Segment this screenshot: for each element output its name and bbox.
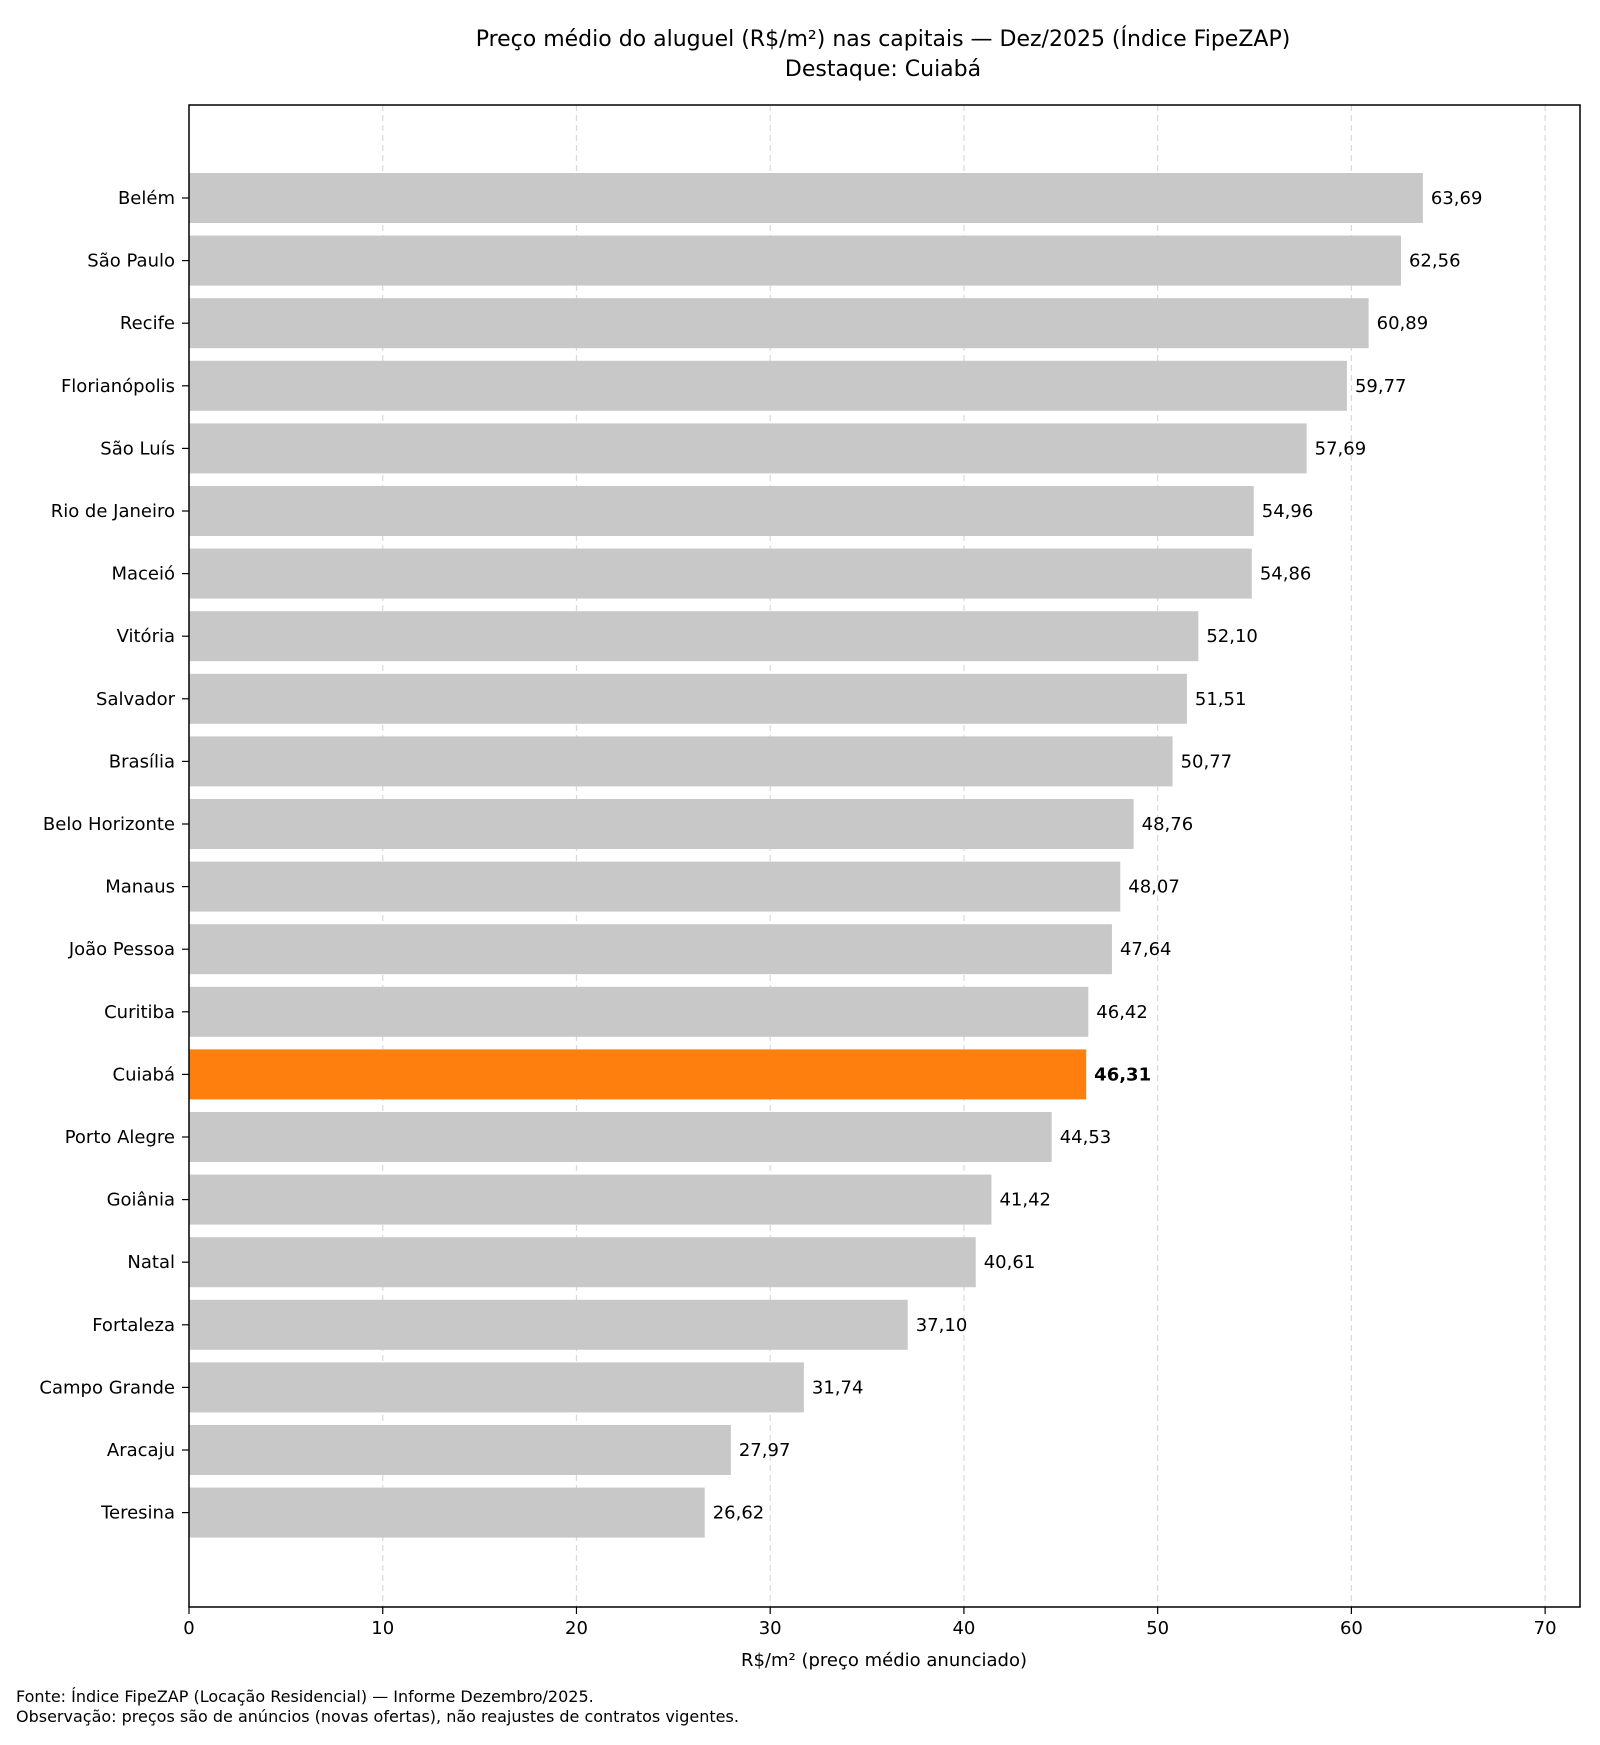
bar: [189, 1425, 731, 1475]
x-tick-label: 30: [759, 1618, 782, 1639]
y-tick-label: Rio de Janeiro: [51, 501, 175, 522]
bar: [189, 1487, 705, 1538]
value-label: 31,74: [812, 1377, 864, 1398]
value-label: 47,64: [1120, 939, 1172, 960]
bar: [189, 924, 1112, 975]
chart-title: Preço médio do aluguel (R$/m²) nas capit…: [476, 26, 1291, 52]
chart-subtitle: Destaque: Cuiabá: [785, 57, 981, 82]
x-axis-label: R$/m² (preço médio anunciado): [741, 1650, 1027, 1671]
value-label: 41,42: [999, 1190, 1051, 1211]
value-label: 57,69: [1315, 438, 1367, 459]
plot-frame: [188, 104, 1581, 1608]
bar: [189, 1112, 1052, 1162]
value-label: 52,10: [1206, 626, 1258, 647]
x-tick-label: 20: [565, 1618, 588, 1639]
bar: [189, 1237, 976, 1288]
value-label: 44,53: [1060, 1127, 1112, 1148]
x-tick-label: 10: [371, 1618, 394, 1639]
value-label: 63,69: [1431, 188, 1483, 209]
y-tick-label: São Paulo: [87, 251, 175, 272]
bar: [189, 1362, 804, 1413]
y-tick-label: Teresina: [100, 1503, 175, 1524]
value-label: 51,51: [1195, 689, 1247, 710]
bar: [189, 673, 1187, 724]
bar: [189, 736, 1173, 787]
y-tick-label: Manaus: [105, 877, 175, 898]
y-tick-label: Campo Grande: [39, 1377, 175, 1398]
y-tick-label: João Pessoa: [68, 939, 175, 960]
bar: [189, 799, 1134, 849]
y-tick-label: Belém: [118, 188, 175, 209]
y-tick-label: Fortaleza: [92, 1315, 175, 1336]
bars: [189, 173, 1423, 1538]
bar: [189, 360, 1347, 411]
value-label: 27,97: [739, 1440, 791, 1461]
x-tick-label: 60: [1340, 1618, 1363, 1639]
value-label: 54,96: [1262, 501, 1314, 522]
value-label: 50,77: [1181, 751, 1233, 772]
y-tick-label: Belo Horizonte: [43, 814, 175, 835]
value-label: 54,86: [1260, 564, 1312, 585]
source-note: Fonte: Índice FipeZAP (Locação Residenci…: [16, 1687, 594, 1706]
y-tick-label: Vitória: [117, 626, 175, 647]
y-tick-label: Cuiabá: [113, 1064, 175, 1085]
bar: [189, 1299, 908, 1350]
bar: [189, 298, 1369, 349]
x-axis-ticks: 0 10 20 30 40 50 60 70: [183, 1607, 1557, 1639]
x-tick-label: 0: [183, 1618, 194, 1639]
bar: [189, 548, 1252, 599]
y-tick-label: Porto Alegre: [65, 1127, 175, 1148]
y-tick-label: Salvador: [96, 689, 176, 710]
value-label: 40,61: [984, 1252, 1036, 1273]
y-tick-label: Goiânia: [107, 1190, 175, 1211]
bar: [189, 235, 1401, 286]
y-tick-label: Curitiba: [104, 1002, 175, 1023]
value-label: 48,76: [1142, 814, 1194, 835]
bar: [189, 986, 1089, 1037]
bar: [189, 611, 1199, 662]
y-tick-label: São Luís: [100, 438, 175, 459]
y-tick-label: Aracaju: [107, 1440, 175, 1461]
value-label: 26,62: [713, 1503, 765, 1524]
value-label: 46,31: [1094, 1064, 1151, 1085]
observation-note: Observação: preços são de anúncios (nova…: [16, 1707, 739, 1726]
y-tick-label: Brasília: [109, 751, 175, 772]
x-tick-label: 40: [952, 1618, 975, 1639]
y-axis-ticks: Belém São Paulo Recife Florianópolis São Luí…: [39, 188, 189, 1524]
value-label: 46,42: [1096, 1002, 1148, 1023]
chart-footer: Fonte: Índice FipeZAP (Locação Residenci…: [16, 1687, 739, 1727]
grid-lines: [382, 105, 1546, 1607]
bar: [189, 1049, 1087, 1100]
value-label: 37,10: [916, 1315, 968, 1336]
x-tick-label: 50: [1146, 1618, 1169, 1639]
value-label: 60,89: [1377, 313, 1429, 334]
value-label: 62,56: [1409, 251, 1461, 272]
bar: [189, 423, 1307, 474]
y-tick-label: Florianópolis: [61, 376, 175, 397]
bar: [189, 1174, 992, 1225]
value-labels: 63,69 62,56 60,89 59,77 57,69 54,96 54,86 52,10…: [713, 188, 1483, 1524]
y-tick-label: Natal: [127, 1252, 175, 1273]
bar: [189, 861, 1121, 912]
value-label: 59,77: [1355, 376, 1407, 397]
y-tick-label: Maceió: [111, 564, 175, 585]
bar-chart: Preço médio do aluguel (R$/m²) nas capit…: [39, 26, 1581, 1671]
bar: [189, 173, 1423, 223]
value-label: 48,07: [1128, 877, 1180, 898]
bar: [189, 486, 1254, 536]
y-tick-label: Recife: [120, 313, 175, 334]
x-tick-label: 70: [1534, 1618, 1557, 1639]
